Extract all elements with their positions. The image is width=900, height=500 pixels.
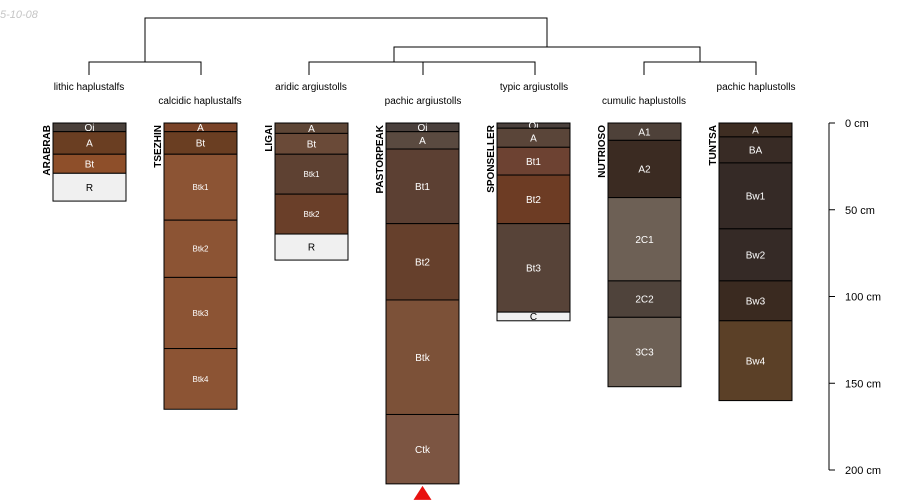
- dendrogram: [88, 17, 757, 75]
- taxon-label: cumulic haplustolls: [602, 96, 686, 107]
- soil-profile: PASTORPEAK Oi A Bt1 Bt2 Btk Ctk: [375, 122, 460, 500]
- horizon-label: Ctk: [415, 445, 431, 456]
- horizon-block: [607, 197, 682, 282]
- soil-profile: TSEZHIN A Bt Btk1 Btk2 Btk3 Btk4: [153, 122, 238, 410]
- date-stamp: 5-10-08: [0, 9, 39, 21]
- missing-data-marker: [413, 485, 432, 500]
- horizon-label: Btk3: [192, 309, 209, 318]
- dendrogram-link-haplustalfs: [88, 61, 202, 75]
- horizon-label: Btk2: [303, 210, 320, 219]
- horizon-label: A: [308, 124, 315, 135]
- horizon-block: [163, 348, 238, 410]
- dendrogram-root-link: [144, 17, 548, 62]
- dendrogram-group-link-mollisols: [393, 46, 701, 62]
- horizon-block: [385, 299, 460, 415]
- horizon-label: A2: [638, 165, 651, 176]
- horizon-label: Bw4: [746, 356, 766, 367]
- profile-name: SPONSELLER: [486, 124, 497, 193]
- soil-profile: SPONSELLER OiA Bt1 Bt2 Bt3 C: [486, 121, 571, 323]
- horizon-label: BA: [749, 145, 763, 156]
- horizon-block: [385, 223, 460, 301]
- horizon-label: Oi: [529, 121, 539, 132]
- horizon-label: A: [419, 136, 426, 147]
- horizon-block: [163, 219, 238, 278]
- horizon-label: R: [308, 243, 315, 254]
- taxon-label: calcidic haplustalfs: [158, 96, 241, 107]
- horizon-block: [496, 223, 571, 313]
- horizon-block: [607, 139, 682, 199]
- horizon-label: Btk1: [192, 183, 209, 192]
- horizon-block: [52, 172, 127, 202]
- horizon-label: A: [86, 139, 93, 150]
- horizon-label: A: [197, 123, 204, 134]
- horizon-label: Bt1: [415, 182, 430, 193]
- horizon-label: A1: [638, 127, 651, 138]
- horizon-label: Bt3: [526, 263, 541, 274]
- horizon-block: [274, 233, 349, 261]
- dendrogram-link-haplustolls: [643, 61, 757, 75]
- horizon-label: Bw3: [746, 296, 766, 307]
- horizon-label: Bw1: [746, 191, 766, 202]
- taxon-labels: lithic haplustalfs calcidic haplustalfs ar…: [54, 82, 796, 107]
- soil-profile: ARABRAB Oi A Bt R: [42, 122, 127, 202]
- profile-name: TSEZHIN: [153, 125, 164, 168]
- horizon-block: [718, 136, 793, 164]
- profile-name: PASTORPEAK: [375, 124, 386, 193]
- horizon-block: [607, 316, 682, 388]
- horizon-label: Bt: [196, 139, 206, 150]
- horizon-label: A: [752, 126, 759, 137]
- horizon-label: Bt: [307, 139, 317, 150]
- taxon-label: pachic haplustolls: [717, 82, 796, 93]
- horizon-label: Bt2: [415, 257, 430, 268]
- horizon-label: Btk4: [192, 375, 209, 384]
- taxon-label: aridic argiustolls: [275, 82, 347, 93]
- horizon-block: [718, 162, 793, 230]
- horizon-block: [496, 174, 571, 225]
- horizon-label: R: [86, 183, 93, 194]
- horizon-label: Bt: [85, 159, 95, 170]
- taxon-label: pachic argiustolls: [385, 96, 462, 107]
- horizon-block: [385, 148, 460, 225]
- horizon-label: Btk2: [192, 245, 209, 254]
- horizon-label: Bt1: [526, 157, 541, 168]
- depth-axis-tick-label: 0 cm: [845, 118, 869, 130]
- profile-name: NUTRIOSO: [597, 125, 608, 178]
- horizon-label: 2C2: [635, 295, 654, 306]
- profile-name: ARABRAB: [42, 125, 53, 176]
- soil-profile: TUNTSA A BA Bw1 Bw2 Bw3 Bw4: [708, 122, 793, 402]
- horizon-block: [496, 311, 571, 322]
- horizon-label: 3C3: [635, 348, 654, 359]
- horizon-block: [385, 413, 460, 485]
- soil-profile: LIGAI A Bt Btk1 Btk2 R: [264, 122, 349, 261]
- horizon-label: Bw2: [746, 250, 766, 261]
- horizon-label: 2C1: [635, 235, 654, 246]
- horizon-block: [718, 320, 793, 402]
- horizon-label: Btk: [415, 353, 430, 364]
- soil-profile: NUTRIOSO A1 A2 2C1 2C2 3C3: [597, 122, 682, 388]
- horizon-label: A: [530, 133, 537, 144]
- horizon-block: [274, 193, 349, 235]
- depth-axis-tick-label: 100 cm: [845, 292, 881, 304]
- horizon-label: Oi: [85, 123, 95, 134]
- horizon-block: [607, 280, 682, 318]
- horizon-label: Bt2: [526, 195, 541, 206]
- dendrogram-link-argiustolls: [308, 61, 536, 75]
- horizon-block: [274, 153, 349, 195]
- horizon-label: Btk1: [303, 170, 320, 179]
- taxon-label: typic argiustolls: [500, 82, 568, 93]
- depth-axis-tick-label: 50 cm: [845, 205, 875, 217]
- taxon-label: lithic haplustalfs: [54, 82, 125, 93]
- depth-axis-tick-label: 200 cm: [845, 465, 881, 477]
- horizon-block: [718, 280, 793, 322]
- depth-axis: 0 cm 50 cm 100 cm 150 cm 200 cm: [828, 118, 881, 477]
- depth-axis-tick-label: 150 cm: [845, 378, 881, 390]
- profile-name: LIGAI: [264, 125, 275, 152]
- horizon-label: Oi: [418, 123, 428, 134]
- horizon-block: [718, 228, 793, 282]
- horizon-label: C: [530, 312, 537, 323]
- profile-name: TUNTSA: [708, 125, 719, 166]
